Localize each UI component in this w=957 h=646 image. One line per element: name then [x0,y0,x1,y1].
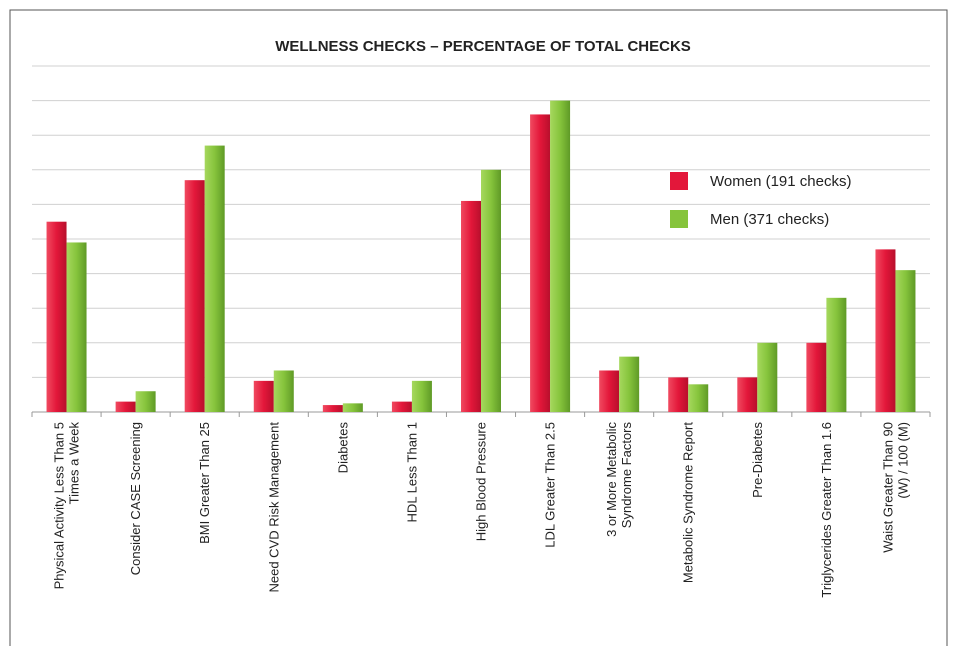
bar [481,169,501,412]
x-tick-label: Consider CASE Screening [128,422,143,575]
x-tick-label: Waist Greater Than 90(W) / 100 (M) [880,422,910,553]
bar [530,114,551,412]
x-tick-label: BMI Greater Than 25 [197,422,212,544]
x-tick-label-line: Metabolic Syndrome Report [681,422,696,584]
bar [342,403,363,412]
bar [66,242,87,412]
bar [115,401,136,412]
x-tick-label: Pre-Diabetes [750,422,765,498]
x-tick-label: Need CVD Risk Management [266,422,281,593]
x-tick-label-line: Waist Greater Than 90 [880,422,895,553]
x-tick-label: Metabolic Syndrome Report [681,422,696,584]
x-tick-label: 3 or More MetabolicSyndrome Factors [604,422,634,537]
bar [391,401,412,412]
chart-title: WELLNESS CHECKS – PERCENTAGE OF TOTAL CH… [275,38,691,55]
frame [9,9,948,646]
x-tick-label-line: 3 or More Metabolic [604,422,619,537]
x-tick-label: LDL Greater Than 2.5 [543,422,558,548]
bar [461,200,481,412]
bar [688,384,709,412]
x-tick-label-line: Syndrome Factors [619,422,634,529]
x-tick-label-line: Times a Week [67,422,82,505]
x-tick-label: Triglycerides Greater Than 1.6 [819,422,834,598]
x-tick-label-line: Consider CASE Screening [128,422,143,575]
x-tick-label-line: Triglycerides Greater Than 1.6 [819,422,834,598]
legend-swatch [670,172,688,190]
legend-swatch [670,210,688,228]
bar [826,297,847,412]
bar [411,380,432,412]
legend-label: Women (191 checks) [710,173,851,190]
x-tick-label-line: (W) / 100 (M) [895,422,910,499]
bar [253,380,274,412]
bar [737,377,758,412]
bar [599,370,620,412]
x-tick-label-line: High Blood Pressure [474,422,489,541]
bar [757,342,778,412]
x-tick-label-line: Diabetes [335,422,350,474]
bar [135,391,156,412]
bar [895,270,916,412]
bar [273,370,294,412]
x-tick-label-line: Physical Activity Less Than 5 [52,422,67,589]
x-tick-label-line: BMI Greater Than 25 [197,422,212,544]
x-tick-label: High Blood Pressure [474,422,489,541]
x-tick-label-line: Need CVD Risk Management [266,422,281,593]
legend-label: Men (371 checks) [710,211,829,228]
bar [619,356,640,412]
bar [550,100,571,412]
bar [668,377,689,412]
bar [806,342,827,412]
x-tick-label: Diabetes [335,422,350,474]
bar [875,249,896,412]
x-tick-label-line: LDL Greater Than 2.5 [543,422,558,548]
x-tick-label-line: HDL Less Than 1 [404,422,419,522]
bar [204,145,225,412]
bar [46,221,67,412]
bar [322,405,343,412]
x-tick-label-line: Pre-Diabetes [750,422,765,498]
x-tick-label: HDL Less Than 1 [404,422,419,522]
bar [184,180,205,412]
x-tick-label: Physical Activity Less Than 5Times a Wee… [52,422,82,590]
